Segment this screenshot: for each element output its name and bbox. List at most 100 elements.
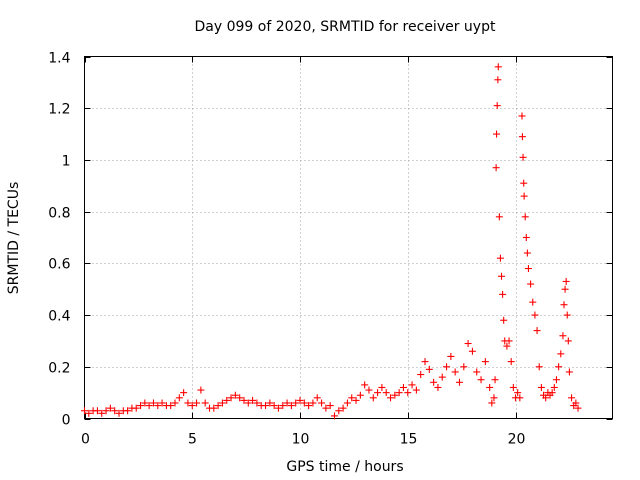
chart-title: Day 099 of 2020, SRMTID for receiver uyp… xyxy=(195,19,496,35)
data-point xyxy=(464,340,472,348)
data-point xyxy=(292,399,300,407)
data-point xyxy=(518,112,526,120)
y-tick-label: 1 xyxy=(62,154,71,170)
data-point xyxy=(494,76,502,84)
data-point xyxy=(326,402,334,410)
x-tick-label: 20 xyxy=(508,432,526,448)
data-point xyxy=(527,280,535,288)
data-point xyxy=(555,363,563,371)
data-point xyxy=(548,389,556,397)
data-point xyxy=(520,179,528,187)
data-point xyxy=(492,164,500,172)
data-point xyxy=(214,402,222,410)
data-point xyxy=(244,399,252,407)
data-point xyxy=(175,394,183,402)
data-point xyxy=(167,402,175,410)
data-point xyxy=(574,404,582,412)
data-point xyxy=(305,402,313,410)
data-point xyxy=(408,381,416,389)
data-point xyxy=(309,399,317,407)
data-point xyxy=(387,394,395,402)
data-point xyxy=(550,383,558,391)
data-point xyxy=(507,358,515,366)
data-point xyxy=(503,342,511,350)
data-point xyxy=(496,254,504,262)
data-point xyxy=(98,409,106,417)
data-point xyxy=(374,389,382,397)
data-point xyxy=(509,383,517,391)
data-point xyxy=(523,249,531,257)
data-point xyxy=(535,363,543,371)
data-point xyxy=(231,391,239,399)
data-point xyxy=(218,399,226,407)
data-point xyxy=(318,399,326,407)
x-tick-label: 0 xyxy=(81,432,90,448)
data-point xyxy=(516,394,524,402)
data-point xyxy=(468,347,476,355)
data-point xyxy=(287,402,295,410)
data-point xyxy=(417,371,425,379)
data-point xyxy=(531,311,539,319)
data-point xyxy=(201,399,209,407)
data-point xyxy=(451,368,459,376)
tick-labels: 0 5 10 15 20 0 0.2 0.4 0.6 0.8 1 1.2 1.4 xyxy=(48,51,525,448)
data-point xyxy=(560,301,568,309)
data-point xyxy=(171,399,179,407)
data-point xyxy=(561,285,569,293)
data-point xyxy=(106,404,114,412)
data-point xyxy=(141,399,149,407)
data-point xyxy=(180,389,188,397)
data-point xyxy=(300,399,308,407)
data-point xyxy=(522,234,530,241)
data-point xyxy=(236,394,244,402)
data-point xyxy=(572,399,580,407)
data-point xyxy=(395,389,403,397)
data-point xyxy=(533,327,541,335)
data-point xyxy=(559,332,567,340)
data-point xyxy=(335,407,343,415)
data-point xyxy=(486,383,494,391)
data-point xyxy=(223,396,231,404)
data-point xyxy=(283,399,291,407)
data-point xyxy=(124,407,132,415)
data-point xyxy=(197,386,205,394)
data-point xyxy=(412,386,420,394)
data-point xyxy=(421,358,429,366)
data-point xyxy=(490,394,498,402)
data-point xyxy=(443,363,451,371)
data-point xyxy=(253,399,261,407)
data-point xyxy=(495,213,503,221)
data-point xyxy=(455,378,463,386)
data-point xyxy=(430,378,438,386)
data-point xyxy=(493,102,501,110)
data-point xyxy=(158,399,166,407)
data-point xyxy=(499,290,507,298)
data-point xyxy=(378,383,386,391)
data-point xyxy=(149,399,157,407)
data-point xyxy=(262,402,270,410)
data-point xyxy=(473,368,481,376)
data-point xyxy=(493,130,501,138)
data-point xyxy=(193,399,201,407)
x-axis-title: GPS time / hours xyxy=(286,459,403,475)
data-point xyxy=(568,394,576,402)
data-point xyxy=(348,394,356,402)
data-point xyxy=(537,383,545,391)
plot-frame xyxy=(84,56,613,419)
data-point xyxy=(115,409,123,417)
y-tick-label: 0.2 xyxy=(48,361,70,377)
data-point xyxy=(542,394,550,402)
data-point xyxy=(438,373,446,381)
data-point xyxy=(434,383,442,391)
data-point xyxy=(369,394,377,402)
data-point xyxy=(520,192,528,200)
data-point xyxy=(521,213,529,221)
data-markers xyxy=(81,63,582,420)
data-point xyxy=(296,396,304,404)
data-point xyxy=(111,407,119,415)
data-point xyxy=(270,402,278,410)
data-point xyxy=(529,298,537,306)
data-point xyxy=(227,394,235,402)
data-point xyxy=(524,265,532,273)
data-point xyxy=(322,404,330,412)
